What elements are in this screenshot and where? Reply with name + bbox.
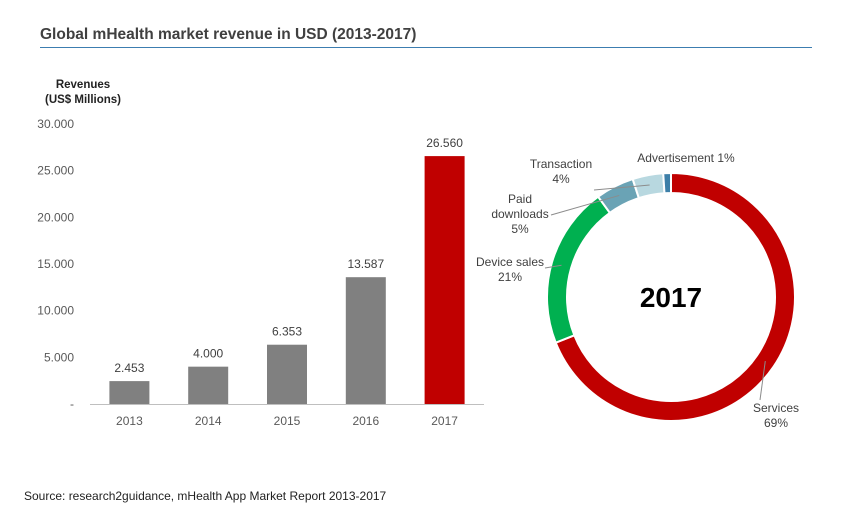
y-tick-label: 15.000 <box>37 257 74 271</box>
leader-line <box>759 361 766 401</box>
leader-line <box>550 194 620 216</box>
donut-label-text: Services <box>753 401 799 415</box>
bar-data-label: 26.560 <box>426 136 463 150</box>
bar-2015 <box>267 344 307 404</box>
x-tick-label: 2016 <box>352 414 379 428</box>
y-tick-label: 10.000 <box>37 304 74 318</box>
y-tick-label: 5.000 <box>44 350 74 364</box>
x-tick-label: 2015 <box>274 414 301 428</box>
bar-data-label: 4.000 <box>193 347 223 361</box>
y-tick-label: 30.000 <box>37 117 74 131</box>
bar-2016 <box>345 277 386 404</box>
bar-2014 <box>188 366 229 404</box>
bar-data-label: 6.353 <box>272 325 302 339</box>
donut-label-text: downloads <box>491 207 548 221</box>
donut-label-text: Paid <box>508 192 532 206</box>
donut-center-label: 2017 <box>640 282 702 313</box>
donut-label-text: 21% <box>498 270 522 284</box>
x-tick-label: 2014 <box>195 414 222 428</box>
bar-data-label: 2.453 <box>114 361 144 375</box>
donut-label-text: 5% <box>511 222 529 236</box>
donut-label-text: 4% <box>552 172 570 186</box>
donut-label-text: Transaction <box>530 157 592 171</box>
bar-2013 <box>109 381 150 404</box>
donut-slice-advertisement <box>662 171 672 195</box>
chart-title: Global mHealth market revenue in USD (20… <box>40 26 417 43</box>
donut-label-text: Device sales <box>476 255 544 269</box>
donut-slice-device-sales <box>546 195 612 344</box>
y-tick-label: 20.000 <box>37 210 74 224</box>
x-tick-label: 2017 <box>431 414 458 428</box>
title-underline <box>40 47 812 48</box>
bar-2017 <box>424 156 465 404</box>
y-axis-label-line-2: (US$ Millions) <box>44 94 122 106</box>
bar-data-label: 13.587 <box>347 257 384 271</box>
leader-line <box>593 184 650 191</box>
donut-label-text: Advertisement 1% <box>637 151 735 165</box>
source-note: Source: research2guidance, mHealth App M… <box>24 489 387 503</box>
y-tick-label: 25.000 <box>37 164 74 178</box>
donut-label-text: 69% <box>764 416 788 430</box>
y-axis-label-line-1: Revenues <box>55 79 111 91</box>
y-axis-label: Revenues (US$ Millions) <box>42 78 124 108</box>
x-tick-label: 2013 <box>116 414 143 428</box>
y-tick-label: - <box>70 397 74 411</box>
leader-line <box>544 264 562 269</box>
donut-label-advertisement: Advertisement 1% <box>637 151 735 165</box>
